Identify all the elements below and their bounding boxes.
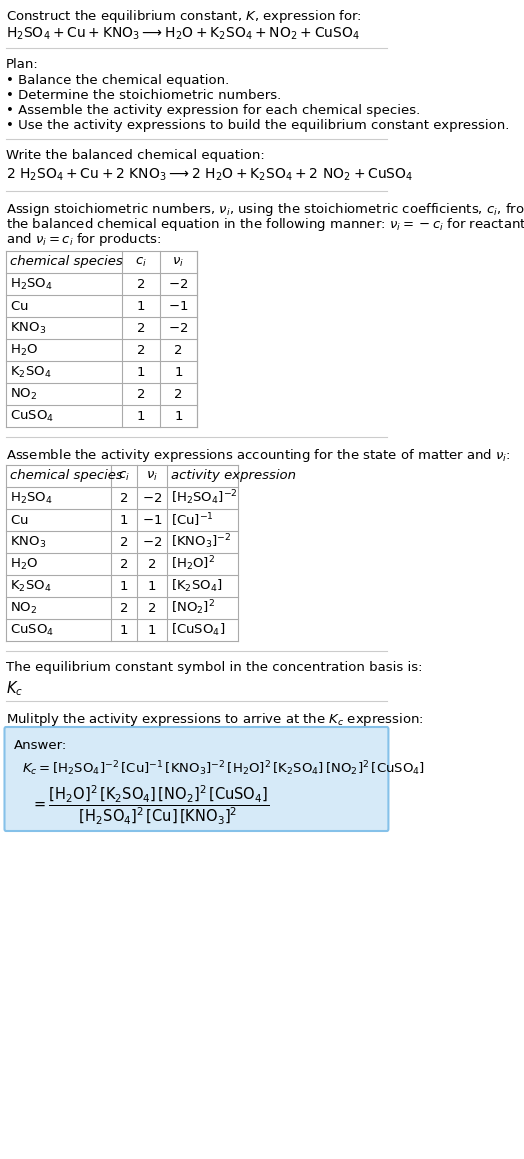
- Text: $c_i$: $c_i$: [135, 255, 147, 269]
- Text: chemical species: chemical species: [10, 255, 123, 269]
- Text: 2: 2: [137, 343, 145, 357]
- Text: $c_i$: $c_i$: [118, 469, 130, 482]
- Text: 1: 1: [148, 624, 157, 636]
- Text: and $\nu_i = c_i$ for products:: and $\nu_i = c_i$ for products:: [6, 231, 161, 248]
- Text: $\mathrm{CuSO_4}$: $\mathrm{CuSO_4}$: [10, 622, 53, 637]
- Text: 1: 1: [120, 624, 128, 636]
- Text: $\mathrm{K_2SO_4}$: $\mathrm{K_2SO_4}$: [10, 364, 51, 379]
- Text: $\mathrm{H_2SO_4}$: $\mathrm{H_2SO_4}$: [10, 277, 52, 292]
- Text: chemical species: chemical species: [10, 469, 123, 482]
- Text: 1: 1: [137, 409, 145, 423]
- Text: 1: 1: [137, 365, 145, 379]
- Text: • Assemble the activity expression for each chemical species.: • Assemble the activity expression for e…: [6, 104, 420, 117]
- Text: Assign stoichiometric numbers, $\nu_i$, using the stoichiometric coefficients, $: Assign stoichiometric numbers, $\nu_i$, …: [6, 201, 524, 218]
- Text: 1: 1: [137, 299, 145, 313]
- Text: Answer:: Answer:: [14, 739, 67, 752]
- Text: $[\mathrm{KNO_3}]^{-2}$: $[\mathrm{KNO_3}]^{-2}$: [171, 533, 232, 552]
- Text: $\mathrm{KNO_3}$: $\mathrm{KNO_3}$: [10, 320, 46, 336]
- Text: • Use the activity expressions to build the equilibrium constant expression.: • Use the activity expressions to build …: [6, 119, 509, 132]
- Text: $\mathrm{2\ H_2SO_4 + Cu + 2\ KNO_3 \longrightarrow 2\ H_2O + K_2SO_4 + 2\ NO_2 : $\mathrm{2\ H_2SO_4 + Cu + 2\ KNO_3 \lon…: [6, 167, 413, 183]
- Text: Construct the equilibrium constant, $K$, expression for:: Construct the equilibrium constant, $K$,…: [6, 8, 362, 25]
- Text: 2: 2: [137, 321, 145, 335]
- Text: 1: 1: [148, 580, 157, 592]
- Text: $\mathrm{Cu}$: $\mathrm{Cu}$: [10, 513, 28, 526]
- Text: activity expression: activity expression: [171, 469, 296, 482]
- Text: $\nu_i$: $\nu_i$: [172, 255, 184, 269]
- Text: • Determine the stoichiometric numbers.: • Determine the stoichiometric numbers.: [6, 89, 281, 102]
- Text: $-1$: $-1$: [168, 299, 189, 313]
- Text: 2: 2: [120, 602, 128, 614]
- Text: $-1$: $-1$: [142, 513, 162, 526]
- Text: $[\mathrm{H_2SO_4}]^{-2}$: $[\mathrm{H_2SO_4}]^{-2}$: [171, 489, 238, 508]
- Text: 1: 1: [120, 580, 128, 592]
- Text: $[\mathrm{NO_2}]^{2}$: $[\mathrm{NO_2}]^{2}$: [171, 599, 215, 618]
- Text: $[\mathrm{H_2O}]^{2}$: $[\mathrm{H_2O}]^{2}$: [171, 555, 215, 574]
- Text: $\mathrm{H_2SO_4}$: $\mathrm{H_2SO_4}$: [10, 490, 52, 505]
- Text: $[\mathrm{K_2SO_4}]$: $[\mathrm{K_2SO_4}]$: [171, 578, 223, 595]
- Text: • Balance the chemical equation.: • Balance the chemical equation.: [6, 74, 229, 87]
- Text: $K_c$: $K_c$: [6, 679, 23, 698]
- Text: $-2$: $-2$: [168, 277, 189, 291]
- Text: $= \dfrac{[\mathrm{H_2O}]^{2}\,[\mathrm{K_2SO_4}]\,[\mathrm{NO_2}]^{2}\,[\mathrm: $= \dfrac{[\mathrm{H_2O}]^{2}\,[\mathrm{…: [31, 783, 270, 828]
- Text: 1: 1: [120, 513, 128, 526]
- Text: 2: 2: [137, 387, 145, 401]
- Text: $[\mathrm{Cu}]^{-1}$: $[\mathrm{Cu}]^{-1}$: [171, 511, 214, 529]
- Text: the balanced chemical equation in the following manner: $\nu_i = -c_i$ for react: the balanced chemical equation in the fo…: [6, 216, 524, 233]
- Text: 2: 2: [120, 491, 128, 504]
- Text: 2: 2: [137, 277, 145, 291]
- Text: Write the balanced chemical equation:: Write the balanced chemical equation:: [6, 150, 265, 162]
- Text: $\mathrm{H_2SO_4 + Cu + KNO_3 \longrightarrow H_2O + K_2SO_4 + NO_2 + CuSO_4}$: $\mathrm{H_2SO_4 + Cu + KNO_3 \longright…: [6, 25, 360, 43]
- Text: Mulitply the activity expressions to arrive at the $K_c$ expression:: Mulitply the activity expressions to arr…: [6, 710, 424, 728]
- Text: $\mathrm{NO_2}$: $\mathrm{NO_2}$: [10, 600, 37, 615]
- Text: The equilibrium constant symbol in the concentration basis is:: The equilibrium constant symbol in the c…: [6, 661, 422, 675]
- Text: 2: 2: [148, 602, 157, 614]
- Text: $\mathrm{H_2O}$: $\mathrm{H_2O}$: [10, 556, 38, 571]
- Text: 2: 2: [174, 343, 183, 357]
- Text: 2: 2: [148, 557, 157, 570]
- Text: 2: 2: [120, 535, 128, 548]
- Text: $-2$: $-2$: [142, 491, 162, 504]
- Text: 1: 1: [174, 409, 183, 423]
- Text: $K_c = [\mathrm{H_2SO_4}]^{-2}\,[\mathrm{Cu}]^{-1}\,[\mathrm{KNO_3}]^{-2}\,[\mat: $K_c = [\mathrm{H_2SO_4}]^{-2}\,[\mathrm…: [23, 759, 425, 778]
- Text: $\mathrm{CuSO_4}$: $\mathrm{CuSO_4}$: [10, 408, 53, 423]
- Text: $-2$: $-2$: [142, 535, 162, 548]
- Text: 2: 2: [120, 557, 128, 570]
- Text: $\mathrm{K_2SO_4}$: $\mathrm{K_2SO_4}$: [10, 578, 51, 593]
- Text: $\mathrm{H_2O}$: $\mathrm{H_2O}$: [10, 342, 38, 357]
- FancyBboxPatch shape: [5, 727, 388, 831]
- Text: 1: 1: [174, 365, 183, 379]
- Text: 2: 2: [174, 387, 183, 401]
- Text: $\mathrm{KNO_3}$: $\mathrm{KNO_3}$: [10, 534, 46, 549]
- Text: Assemble the activity expressions accounting for the state of matter and $\nu_i$: Assemble the activity expressions accoun…: [6, 447, 511, 464]
- Text: $-2$: $-2$: [168, 321, 189, 335]
- Text: $\mathrm{Cu}$: $\mathrm{Cu}$: [10, 299, 28, 313]
- Text: $[\mathrm{CuSO_4}]$: $[\mathrm{CuSO_4}]$: [171, 622, 225, 639]
- Text: $\mathrm{NO_2}$: $\mathrm{NO_2}$: [10, 386, 37, 401]
- Text: Plan:: Plan:: [6, 58, 39, 71]
- Text: $\nu_i$: $\nu_i$: [146, 469, 158, 482]
